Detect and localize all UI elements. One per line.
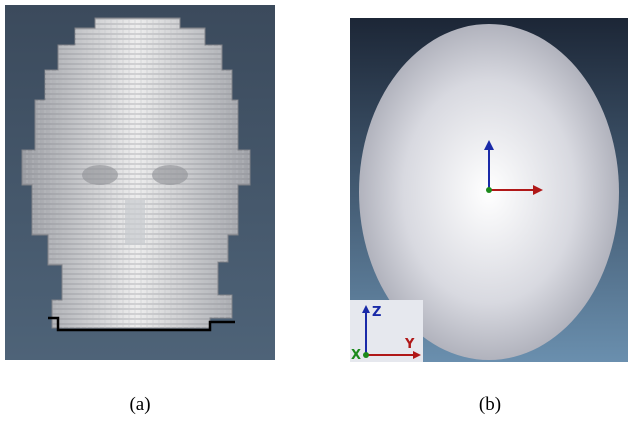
- eye-shadow: [82, 165, 118, 185]
- caption: (b): [479, 394, 501, 415]
- figure: Z Y X (a) (b): [0, 0, 630, 425]
- panel-b: Z Y X: [350, 18, 628, 363]
- nose: [125, 200, 145, 245]
- origin: [486, 187, 492, 193]
- inset-origin: [363, 352, 369, 358]
- eye-shadow: [152, 165, 188, 185]
- z-label: Z: [372, 305, 381, 320]
- x-label: X: [351, 348, 361, 363]
- caption: (a): [129, 394, 150, 415]
- y-label: Y: [404, 337, 415, 352]
- panel-a: [5, 5, 275, 360]
